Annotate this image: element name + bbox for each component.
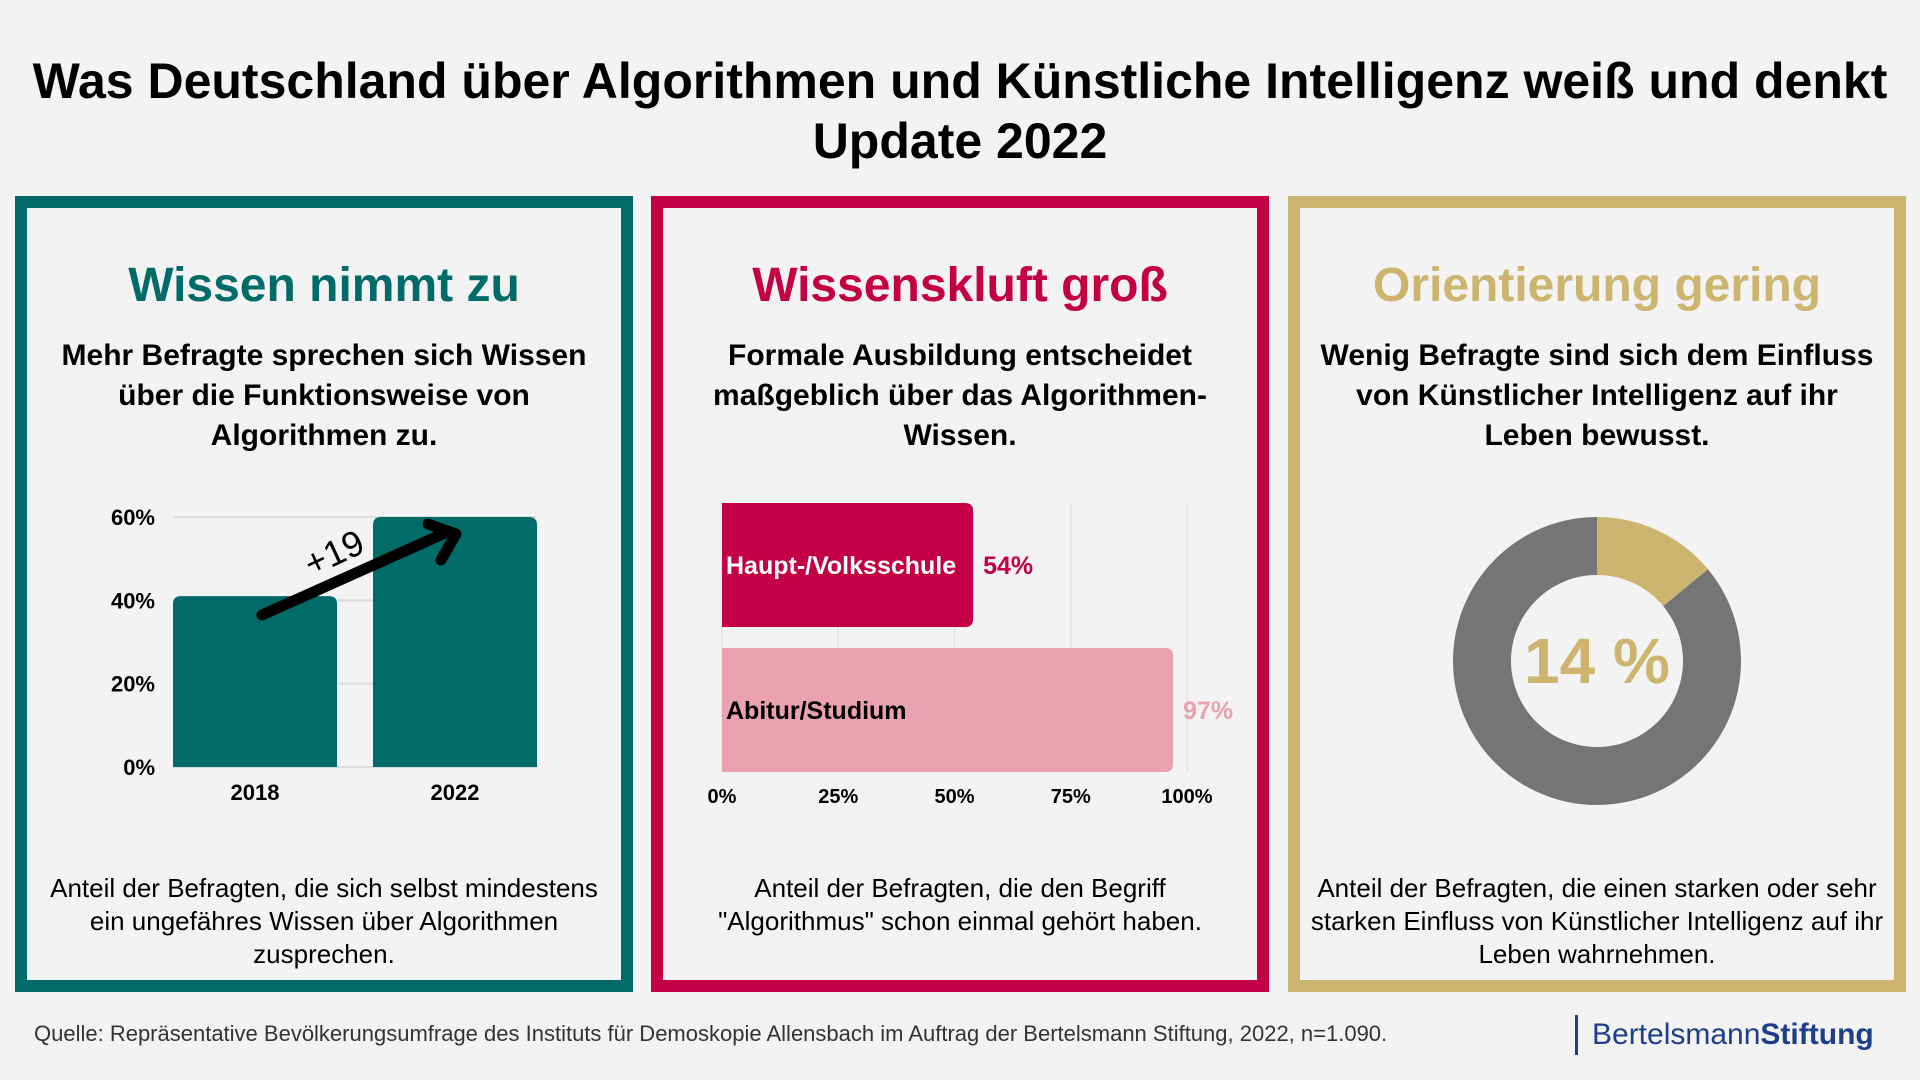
- bar-1: [722, 648, 1174, 772]
- y-tick-label: 60%: [111, 505, 155, 530]
- bar-category-label: Haupt-/Volksschule: [726, 552, 956, 580]
- panel-caption: Anteil der Befragten, die sich selbst mi…: [50, 873, 598, 969]
- panel-heading: Orientierung gering: [1372, 259, 1822, 312]
- x-tick-label: 25%: [818, 786, 858, 808]
- logo-light: Bertelsmann: [1592, 1018, 1761, 1051]
- bar-value-label: 54%: [983, 552, 1033, 580]
- x-tick-label: 50%: [934, 786, 974, 808]
- panel-caption: Anteil der Befragten, die einen starken …: [1310, 873, 1884, 969]
- panel-subtitle: Mehr Befragte sprechen sich Wissen über …: [61, 339, 587, 452]
- donut-slice-0: [1597, 517, 1708, 607]
- y-tick-label: 40%: [111, 588, 155, 613]
- x-tick-label: 2018: [231, 780, 280, 805]
- x-tick-label: 75%: [1051, 786, 1091, 808]
- page-title: Was Deutschland über Algorithmen und Kün…: [32, 53, 1888, 109]
- donut-center-label: 14 %: [1524, 625, 1670, 697]
- panel-heading: Wissen nimmt zu: [128, 259, 520, 312]
- x-tick-label: 0%: [708, 786, 737, 808]
- bar-category-label: Abitur/Studium: [726, 697, 907, 725]
- bar-2018: [173, 596, 337, 767]
- panel-heading: Wissenskluft groß: [752, 259, 1168, 312]
- panel-wissenskluft: Wissenskluft groß Formale Ausbildung ent…: [651, 196, 1269, 992]
- bar-0: [722, 503, 974, 627]
- panel-subtitle: Formale Ausbildung entscheidet maßgeblic…: [713, 339, 1207, 452]
- x-tick-label: 100%: [1161, 786, 1212, 808]
- y-tick-label: 20%: [111, 672, 155, 697]
- y-tick-label: 0%: [123, 755, 155, 780]
- panel-caption: Anteil der Befragten, die den Begriff "A…: [718, 873, 1202, 936]
- arrowhead-icon: [422, 518, 462, 566]
- bar-2022: [373, 517, 537, 767]
- logo-bold: Stiftung: [1760, 1018, 1874, 1051]
- panel-subtitle: Wenig Befragte sind sich dem Einfluss vo…: [1320, 339, 1874, 452]
- arrow-icon: [256, 527, 451, 621]
- bertelsmann-logo: BertelsmannStiftung: [1575, 1015, 1874, 1055]
- page-subtitle: Update 2022: [812, 113, 1108, 169]
- bar-value-label: 97%: [1183, 697, 1233, 725]
- source-note: Quelle: Repräsentative Bevölkerungsumfra…: [34, 1021, 1388, 1046]
- donut-slice-1: [1453, 517, 1741, 806]
- panel-orientierung: Orientierung gering Wenig Befragte sind …: [1288, 196, 1906, 992]
- x-tick-label: 2022: [431, 780, 480, 805]
- panel-wissen: Wissen nimmt zu Mehr Befragte sprechen s…: [15, 196, 633, 992]
